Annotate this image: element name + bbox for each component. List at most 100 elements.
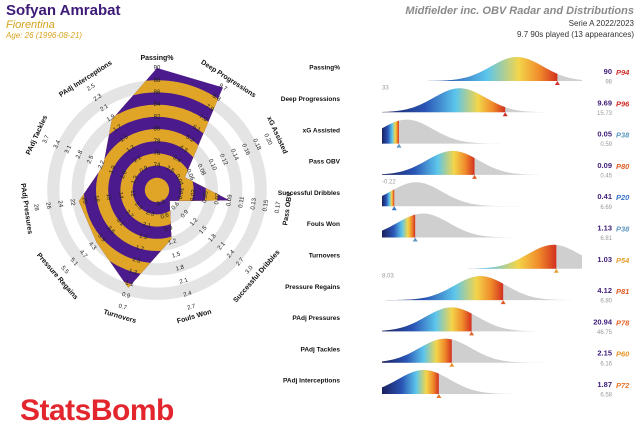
axis-label: Turnovers (103, 309, 137, 325)
ring-label: 2.5 (165, 165, 176, 175)
ring-label: 1.3 (128, 268, 138, 276)
chart-title: Midfielder inc. OBV Radar and Distributi… (405, 5, 634, 17)
max-label: 6.80 (600, 299, 612, 305)
percentile: P96 (616, 99, 630, 108)
ring-label: 4.3 (178, 145, 189, 155)
ring-label: 1.8 (175, 264, 185, 272)
ring-fill (144, 177, 170, 203)
axis-label: Pass OBV (282, 191, 294, 225)
player-marker (449, 362, 455, 367)
ring-label: 88 (154, 78, 161, 84)
metric-label: Pressure Regains (285, 284, 340, 291)
player-marker (436, 394, 442, 398)
ring-label: 3.1 (64, 144, 73, 155)
min-label: 33 (382, 86, 389, 92)
ring-label: 0.18 (251, 138, 262, 152)
ring-label: 2.3 (93, 93, 104, 103)
ring-label: 0.12 (218, 153, 229, 167)
ring-label: 18 (93, 195, 100, 203)
ring-label: 82 (154, 114, 161, 120)
radar: 747678808284868890Passing%2.53.44.35.26.… (19, 55, 294, 326)
ring-label: 80 (154, 127, 161, 133)
distribution-curve (382, 182, 582, 207)
age: Age: 26 (1996-08-21) (5, 31, 82, 40)
percentile: P20 (616, 193, 630, 202)
max-label: 0.59 (600, 142, 612, 148)
ring-label: 20 (81, 197, 88, 205)
ring-label: 0.09 (226, 194, 234, 207)
max-label: 46.75 (597, 330, 613, 336)
ring-label: 1.7 (135, 245, 145, 253)
ring-label: 1.9 (109, 164, 118, 175)
player-value: 90 (604, 67, 612, 76)
ring-label: 3.1 (115, 217, 125, 228)
ring-label: 2.7 (235, 257, 245, 268)
ring-label: 0.7 (118, 304, 128, 312)
ring-label: 3.7 (42, 134, 51, 145)
metric-label: PAdj Interceptions (283, 378, 340, 385)
ring-label: 1.1 (124, 280, 134, 288)
ring-label: 0.06 (185, 168, 196, 182)
distribution-fill (382, 307, 472, 332)
logo: StatsBomb (20, 394, 174, 427)
distribution-curve (382, 119, 582, 144)
ring-label: 0.14 (229, 148, 240, 162)
ring-label: 5.2 (185, 134, 196, 144)
ring-label: 0.10 (207, 158, 218, 172)
percentile: P80 (616, 162, 630, 171)
ring-label: 3.4 (171, 155, 182, 165)
ring-label: 0.9 (164, 225, 174, 233)
distribution-fill (382, 57, 558, 81)
ring-label: 9.7 (218, 83, 229, 93)
distribution-fill (382, 150, 475, 175)
ring-label: 0.9 (139, 165, 150, 175)
ring-label: 3.4 (53, 139, 62, 150)
ring-label: 5.5 (59, 265, 69, 276)
percentile: P60 (616, 350, 630, 359)
ring-label: 0.20 (262, 133, 273, 147)
ring-label: 3.9 (96, 233, 106, 244)
competition: Serie A 2022/2023 (569, 19, 635, 28)
ring-label: 1.1 (132, 155, 143, 165)
percentile: P38 (616, 131, 630, 140)
percentile: P38 (616, 224, 630, 233)
player-value: 1.87 (597, 380, 612, 389)
ring-label: 2.1 (217, 241, 227, 252)
ring-label: 1.5 (119, 134, 130, 144)
percentile: P94 (616, 68, 630, 77)
ring-label: 1.5 (199, 225, 209, 236)
percentile: P54 (616, 256, 630, 265)
distribution-fill (382, 189, 395, 207)
metric-label: PAdj Tackles (301, 346, 341, 353)
distribution-fill (382, 370, 439, 394)
max-label: 6.69 (600, 205, 612, 211)
ring-label: 0.9 (121, 292, 131, 300)
metric-label: Turnovers (309, 253, 341, 260)
ring-label: 76 (154, 151, 161, 157)
metric-label: Deep Progressions (281, 96, 341, 103)
ring-label: 1.5 (171, 251, 181, 259)
ring-label: 2.4 (226, 249, 236, 260)
min-label: 8.03 (382, 273, 394, 279)
metric-label: Pass OBV (309, 159, 341, 166)
ring-label: 78 (154, 139, 161, 145)
metric-label: PAdj Pressures (292, 315, 340, 322)
minutes: 9.7 90s played (13 appearances) (517, 30, 634, 39)
distribution-fill (382, 120, 399, 144)
ring-label: 1.9 (106, 114, 117, 124)
percentile: P81 (616, 287, 629, 296)
ring-label: 7.0 (198, 114, 209, 124)
distribution-fill (382, 276, 504, 301)
player-value: 20.94 (593, 317, 613, 326)
distribution-fill (382, 214, 416, 238)
percentile: P72 (616, 381, 630, 390)
ring-label: 3.5 (105, 225, 115, 236)
ring-label: 0.15 (262, 199, 270, 212)
axis-label: Passing% (140, 55, 174, 62)
ring-label: 86 (154, 90, 161, 96)
distributions: Passing% 90 P94 33 98 Deep Progressions 9.69 P9… (278, 57, 630, 399)
ring-label: 2.7 (124, 209, 134, 220)
ring-label: 28 (32, 204, 39, 212)
player-value: 2.15 (597, 349, 612, 358)
ring-label: 0.03 (190, 188, 198, 201)
